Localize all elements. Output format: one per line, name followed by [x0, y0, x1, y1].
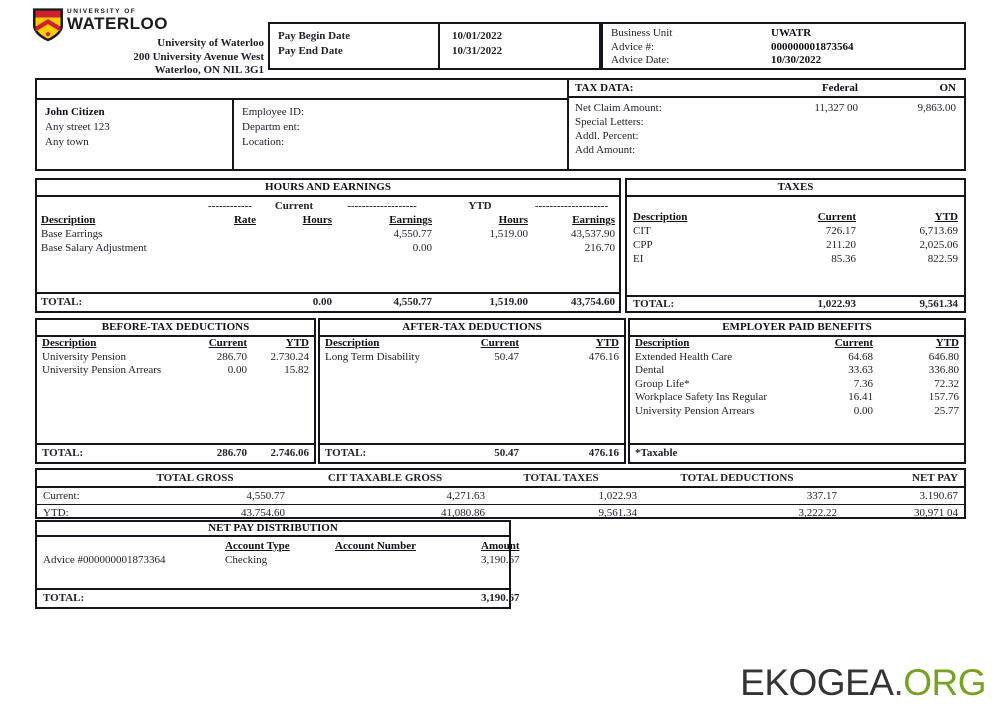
logo-large-text: WATERLOO — [67, 14, 168, 33]
tax-data-col-federal: Federal — [821, 82, 858, 94]
table-row: Dental 33.63 336.80 — [635, 364, 959, 376]
employee-address-line1: Any street 123 — [45, 121, 110, 133]
tax-data-row: Add Amount: — [569, 143, 964, 157]
advice-date-label: Advice Date: — [611, 54, 670, 66]
tax-data-panel: TAX DATA: Federal ON Net Claim Amount: 1… — [567, 80, 964, 169]
watermark-suffix: ORG — [903, 662, 986, 703]
taxes-header-row: Description Current YTD — [633, 211, 958, 223]
table-row: University Pension Arrears 0.00 25.77 — [635, 404, 959, 417]
net-pay-header-row: Account Type Account Number Amount — [225, 540, 520, 552]
advice-number-value: 000000001873564 — [771, 40, 854, 53]
net-pay-total-row: TOTAL: 3,190.67 — [37, 588, 520, 607]
hours-earnings-table: HOURS AND EARNINGS ------------ Current … — [35, 178, 621, 313]
net-pay-title: NET PAY DISTRIBUTION — [37, 522, 509, 537]
taxable-footnote-row: *Taxable — [630, 443, 964, 462]
tax-data-title: TAX DATA: — [575, 82, 634, 94]
employee-meta-box: Employee ID: Departm ent: Location: — [234, 100, 567, 169]
tax-data-row: Net Claim Amount: 11,327 00 9,863.00 — [569, 101, 964, 115]
special-letters-label: Special Letters: — [575, 116, 644, 128]
department-label: Departm ent: — [242, 121, 300, 133]
pay-begin-date-value: 10/01/2022 — [452, 30, 503, 42]
table-row: CPP 211.20 2,025.06 — [633, 239, 958, 251]
add-amount-label: Add Amount: — [575, 144, 636, 156]
ekogea-watermark: EKOGEA.ORG — [740, 662, 986, 703]
summary-ytd-row: YTD: 43.754.60 41,080.86 9,561.34 3,222.… — [43, 507, 958, 519]
table-row: CIT 726.17 6,713.69 — [633, 225, 958, 237]
table-row: Group Life* 7.36 72.32 — [635, 377, 959, 390]
employer-benefits-table: EMPLOYER PAID BENEFITS Description Curre… — [628, 318, 966, 464]
taxes-table: TAXES Description Current YTD CIT 726.17… — [625, 178, 966, 313]
logo-small-text: UNIVERSITY OF — [67, 8, 137, 15]
pay-end-date-label: Pay End Date — [278, 45, 343, 57]
hours-earnings-header-row: Description Rate Hours Earnings Hours Ea… — [41, 214, 615, 226]
location-label: Location: — [242, 136, 285, 148]
table-row: Base Salary Adjustment 0.00 216.70 — [41, 242, 615, 254]
after-tax-title: AFTER-TAX DEDUCTIONS — [320, 320, 624, 337]
before-tax-title: BEFORE-TAX DEDUCTIONS — [37, 320, 314, 337]
current-group-label: Current — [274, 200, 314, 212]
employee-taxdata-section: John Citizen Any street 123 Any town Emp… — [35, 78, 966, 171]
net-claim-federal: 11,327 00 — [814, 102, 858, 114]
table-row: EI 85.36 822.59 — [633, 253, 958, 265]
after-tax-header-row: Description Current YTD — [325, 337, 619, 349]
employee-id-label: Employee ID: — [242, 106, 305, 118]
uw-logo: UNIVERSITY OF WATERLOO — [33, 8, 168, 45]
table-row: University Pension Arrears 0.00 15.82 — [42, 364, 309, 376]
employer-benefits-header-row: Description Current YTD — [635, 337, 959, 349]
table-row: Base Earrings 4,550.77 1,519.00 43,537.9… — [41, 228, 615, 240]
table-row: Extended Health Care 64.68 646.80 — [635, 350, 959, 363]
employee-address-box: John Citizen Any street 123 Any town — [37, 100, 234, 169]
tax-data-row: Special Letters: — [569, 115, 964, 129]
advice-info-box: Business Unit UWATR Advice #: 0000000018… — [601, 22, 966, 70]
before-tax-header-row: Description Current YTD — [42, 337, 309, 349]
pay-begin-date-label: Pay Begin Date — [278, 30, 351, 42]
employee-name: John Citizen — [45, 106, 105, 118]
table-row: Long Term Disability 50.47 476.16 — [325, 350, 619, 363]
table-row: Advice #000000001873364 Checking 3,190.6… — [43, 554, 520, 566]
hours-earnings-title: HOURS AND EARNINGS — [37, 180, 619, 197]
watermark-primary: EKOGEA — [740, 662, 894, 703]
after-tax-deductions-table: AFTER-TAX DEDUCTIONS Description Current… — [318, 318, 626, 464]
taxes-title: TAXES — [627, 180, 964, 197]
before-tax-total-row: TOTAL: 286.70 2.746.06 — [37, 443, 314, 462]
advice-date-value: 10/30/2022 — [771, 54, 822, 66]
ytd-group-label: YTD — [468, 200, 492, 212]
pay-period-box: Pay Begin Date Pay End Date 10/01/2022 1… — [268, 22, 601, 70]
employee-address-line2: Any town — [45, 136, 89, 148]
table-row: Workplace Safety Ins Regular 16.41 157.7… — [635, 391, 959, 403]
org-address-block: University of Waterloo 200 University Av… — [60, 37, 264, 78]
pay-end-date-value: 10/31/2022 — [452, 45, 503, 57]
employer-benefits-title: EMPLOYER PAID BENEFITS — [630, 320, 964, 337]
net-pay-distribution-table: NET PAY DISTRIBUTION Account Type Accoun… — [35, 520, 520, 609]
tax-data-row: Addl. Percent: — [569, 129, 964, 143]
before-tax-deductions-table: BEFORE-TAX DEDUCTIONS Description Curren… — [35, 318, 316, 464]
after-tax-total-row: TOTAL: 50.47 476.16 — [320, 443, 624, 462]
advice-number-reference: Advice #000000001873364 — [43, 554, 166, 566]
business-unit-label: Business Unit — [611, 27, 673, 39]
employee-panel: John Citizen Any street 123 Any town Emp… — [37, 80, 567, 169]
addl-percent-label: Addl. Percent: — [575, 130, 639, 142]
advice-number-label: Advice #: — [611, 40, 655, 53]
summary-current-row: Current: 4,550.77 4,271.63 1,022.93 337.… — [37, 488, 964, 505]
net-claim-label: Net Claim Amount: — [575, 102, 662, 114]
tax-data-col-on: ON — [939, 82, 957, 94]
org-address-line2: Waterloo, ON NIL 3G1 — [154, 64, 264, 76]
hours-earnings-group-row: ------------ Current -------------------… — [208, 200, 609, 212]
net-claim-on: 9,863.00 — [917, 102, 957, 114]
uw-shield-icon — [33, 8, 63, 45]
hours-earnings-total-row: TOTAL: 0.00 4,550.77 1,519.00 43,754.60 — [37, 292, 619, 311]
summary-header-row: TOTAL GROSS CIT TAXABLE GROSS TOTAL TAXE… — [37, 470, 964, 488]
taxable-footnote: *Taxable — [635, 447, 678, 459]
business-unit-value: UWATR — [771, 27, 812, 39]
pay-summary-table: TOTAL GROSS CIT TAXABLE GROSS TOTAL TAXE… — [35, 468, 966, 519]
org-name: University of Waterloo — [157, 37, 264, 49]
org-address-line1: 200 University Avenue West — [133, 50, 264, 63]
table-row: University Pension 286.70 2.730.24 — [42, 350, 309, 363]
taxes-total-row: TOTAL: 1,022.93 9,561.34 — [627, 295, 964, 311]
